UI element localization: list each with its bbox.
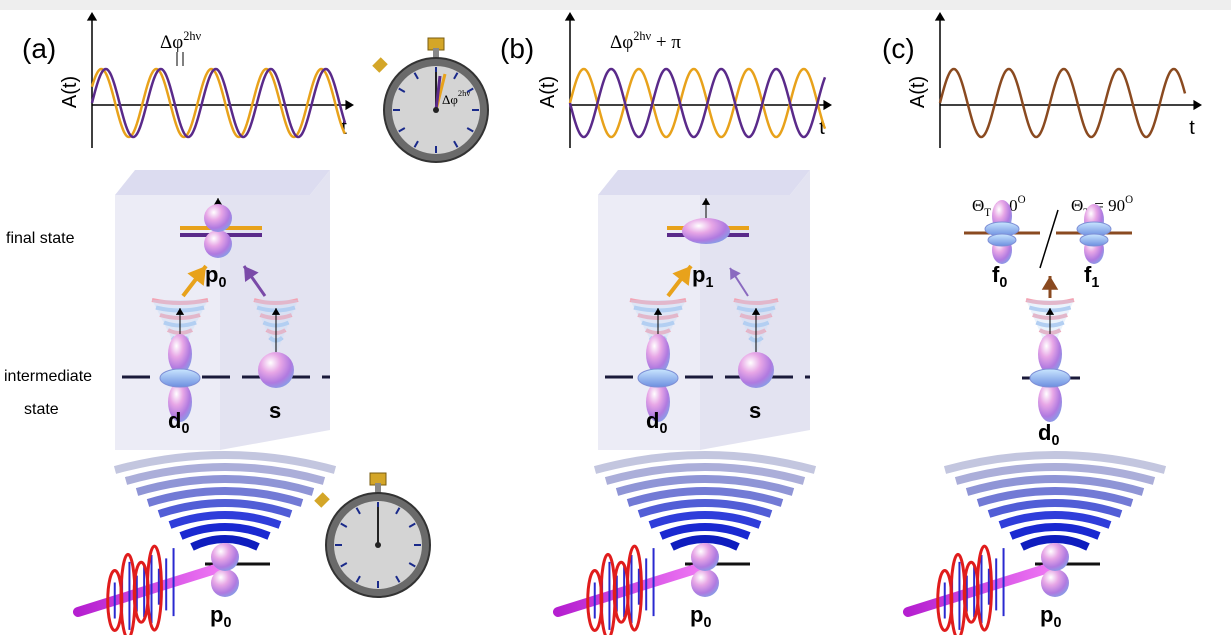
wavefront <box>661 527 749 536</box>
state-label: p0 <box>690 602 711 631</box>
label-part: 1 <box>705 275 713 291</box>
label-part: p <box>690 602 703 627</box>
label-part: Δφ <box>160 32 183 53</box>
label-part: p <box>1040 602 1053 627</box>
label-part: Θ <box>1071 196 1083 215</box>
orbital-lobe <box>691 543 719 571</box>
label-part: 0 <box>181 421 189 437</box>
label-part: O <box>1018 194 1026 206</box>
label-part: 0 <box>223 615 231 631</box>
box-top <box>115 170 330 195</box>
panel-label: (c) <box>882 33 915 64</box>
orbital-ring <box>1030 369 1070 387</box>
panel-label: (a) <box>22 33 56 64</box>
clock-knob <box>433 48 439 58</box>
label-part: 0 <box>218 275 226 291</box>
arrow-head <box>87 12 97 21</box>
orbital-lobe <box>1038 334 1062 374</box>
state-label: s <box>749 398 761 423</box>
orbital-lobe <box>1041 543 1069 571</box>
level-label: final state <box>6 230 75 247</box>
label-part: 0 <box>1053 615 1061 631</box>
orbital-lobe <box>211 543 239 571</box>
orbital-lobe <box>1038 382 1062 422</box>
top-bar <box>0 0 1231 10</box>
clock-side-knob <box>372 57 388 73</box>
wave <box>92 69 345 137</box>
orbital-sphere <box>258 352 294 388</box>
clock-center <box>375 542 381 548</box>
orbital-sphere <box>738 352 774 388</box>
label-part: Θ <box>972 196 984 215</box>
state-label: p0 <box>210 602 231 631</box>
x-axis-label: t <box>1189 117 1195 139</box>
label-part: O <box>1125 194 1133 206</box>
arrow-head <box>1193 100 1202 110</box>
orbital-lobe <box>211 569 239 597</box>
label-part: 2hν <box>183 29 201 43</box>
orbital-lobe <box>691 569 719 597</box>
wave <box>940 69 1185 137</box>
wavefront <box>181 527 269 536</box>
label-part: 0 <box>659 421 667 437</box>
orbital-lobe <box>1041 569 1069 597</box>
clock-knob <box>375 483 381 493</box>
level-label: state <box>24 401 59 418</box>
orbital-torus <box>682 218 730 244</box>
label-part: 0 <box>703 615 711 631</box>
orbital-ring <box>1080 234 1108 246</box>
label-part: Δφ <box>610 32 633 53</box>
orbital-lobe <box>204 230 232 258</box>
separator <box>1040 210 1058 268</box>
orbital-lobe <box>168 334 192 374</box>
wavefront <box>1011 527 1099 536</box>
clock-center <box>433 107 439 113</box>
label-part: d <box>168 408 181 433</box>
orbital-ring <box>988 234 1016 246</box>
label-part: 0 <box>999 275 1007 291</box>
orbital-lobe <box>646 334 670 374</box>
label-part: 2hν <box>458 88 470 98</box>
wave <box>570 69 825 137</box>
wave <box>570 69 825 137</box>
orbital-lobe <box>204 204 232 232</box>
label-part: + π <box>651 32 681 53</box>
panel-label: (b) <box>500 33 534 64</box>
y-axis-label: A(t) <box>907 76 929 108</box>
state-label: f1 <box>1084 262 1099 291</box>
label-part: s <box>269 398 281 423</box>
phase-label: Δφ2hν <box>160 29 202 53</box>
label-part: d <box>1038 420 1051 445</box>
label-part: 2hν <box>633 29 651 43</box>
level-label: intermediate <box>4 368 92 385</box>
label-part: s <box>749 398 761 423</box>
arrow-head <box>823 100 832 110</box>
label-part: 0 <box>1051 433 1059 449</box>
orbital-ring <box>160 369 200 387</box>
y-axis-label: A(t) <box>537 76 559 108</box>
state-label: d0 <box>1038 420 1059 449</box>
label-part: p <box>205 262 218 287</box>
label-part: Δφ <box>442 92 458 107</box>
state-label: s <box>269 398 281 423</box>
label-part: p <box>692 262 705 287</box>
arrow-head <box>935 12 945 21</box>
arrow-head <box>565 12 575 21</box>
phase-label: Δφ2hν + π <box>610 29 681 53</box>
label-part: d <box>646 408 659 433</box>
label-part: p <box>210 602 223 627</box>
orbital-ring <box>638 369 678 387</box>
y-axis-label: A(t) <box>59 76 81 108</box>
arrow-head <box>1042 276 1058 290</box>
figure: (a)A(t)tΔφ2hνΔφ2hνfinal stateintermediat… <box>0 0 1231 635</box>
state-label: f0 <box>992 262 1007 291</box>
label-part: 1 <box>1091 275 1099 291</box>
clock-side-knob <box>314 492 330 508</box>
state-label: p0 <box>1040 602 1061 631</box>
arrow-head <box>345 100 354 110</box>
box-top <box>598 170 810 195</box>
